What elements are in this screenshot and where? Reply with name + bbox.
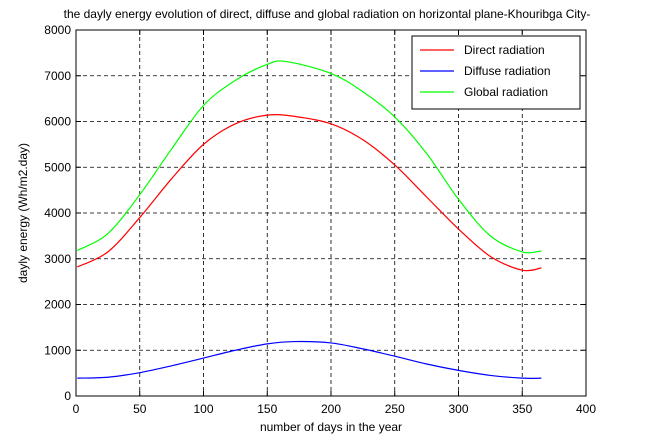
series-line-global-radiation bbox=[76, 60, 542, 254]
legend-box bbox=[411, 35, 581, 110]
y-tick-label: 5000 bbox=[44, 160, 71, 174]
x-tick-label: 150 bbox=[257, 402, 277, 416]
x-tick-label: 50 bbox=[133, 402, 147, 416]
chart-title: the dayly energy evolution of direct, di… bbox=[64, 7, 591, 21]
series-layer bbox=[76, 60, 542, 379]
x-tick-label: 400 bbox=[576, 402, 596, 416]
x-tick-label: 250 bbox=[385, 402, 405, 416]
y-axis-label: dayly energy (Wh/m2.day) bbox=[16, 143, 30, 283]
legend: Direct radiation Diffuse radiation Global … bbox=[411, 35, 581, 110]
x-tick-label: 100 bbox=[193, 402, 213, 416]
y-tick-label: 2000 bbox=[44, 298, 71, 312]
y-axis-ticks: 0 1000 2000 3000 4000 5000 6000 7000 8000 bbox=[44, 23, 586, 403]
y-tick-label: 4000 bbox=[44, 206, 71, 220]
y-tick-label: 0 bbox=[64, 389, 71, 403]
x-axis-label: number of days in the year bbox=[260, 420, 402, 434]
y-tick-label: 8000 bbox=[44, 23, 71, 37]
x-tick-label: 0 bbox=[73, 402, 80, 416]
series-line-diffuse-radiation bbox=[77, 340, 542, 379]
series-line-direct-radiation bbox=[77, 113, 542, 272]
legend-label: Direct radiation bbox=[464, 43, 545, 57]
gridlines bbox=[76, 30, 586, 396]
y-tick-label: 1000 bbox=[44, 343, 71, 357]
y-tick-label: 6000 bbox=[44, 115, 71, 129]
x-tick-label: 300 bbox=[448, 402, 468, 416]
legend-label: Diffuse radiation bbox=[464, 64, 551, 78]
x-tick-label: 350 bbox=[512, 402, 532, 416]
legend-label: Global radiation bbox=[464, 85, 548, 99]
x-tick-label: 200 bbox=[321, 402, 341, 416]
y-tick-label: 3000 bbox=[44, 252, 71, 266]
y-tick-label: 7000 bbox=[44, 69, 71, 83]
x-axis-ticks: 0 50 100 150 200 250 300 350 400 bbox=[73, 30, 596, 416]
